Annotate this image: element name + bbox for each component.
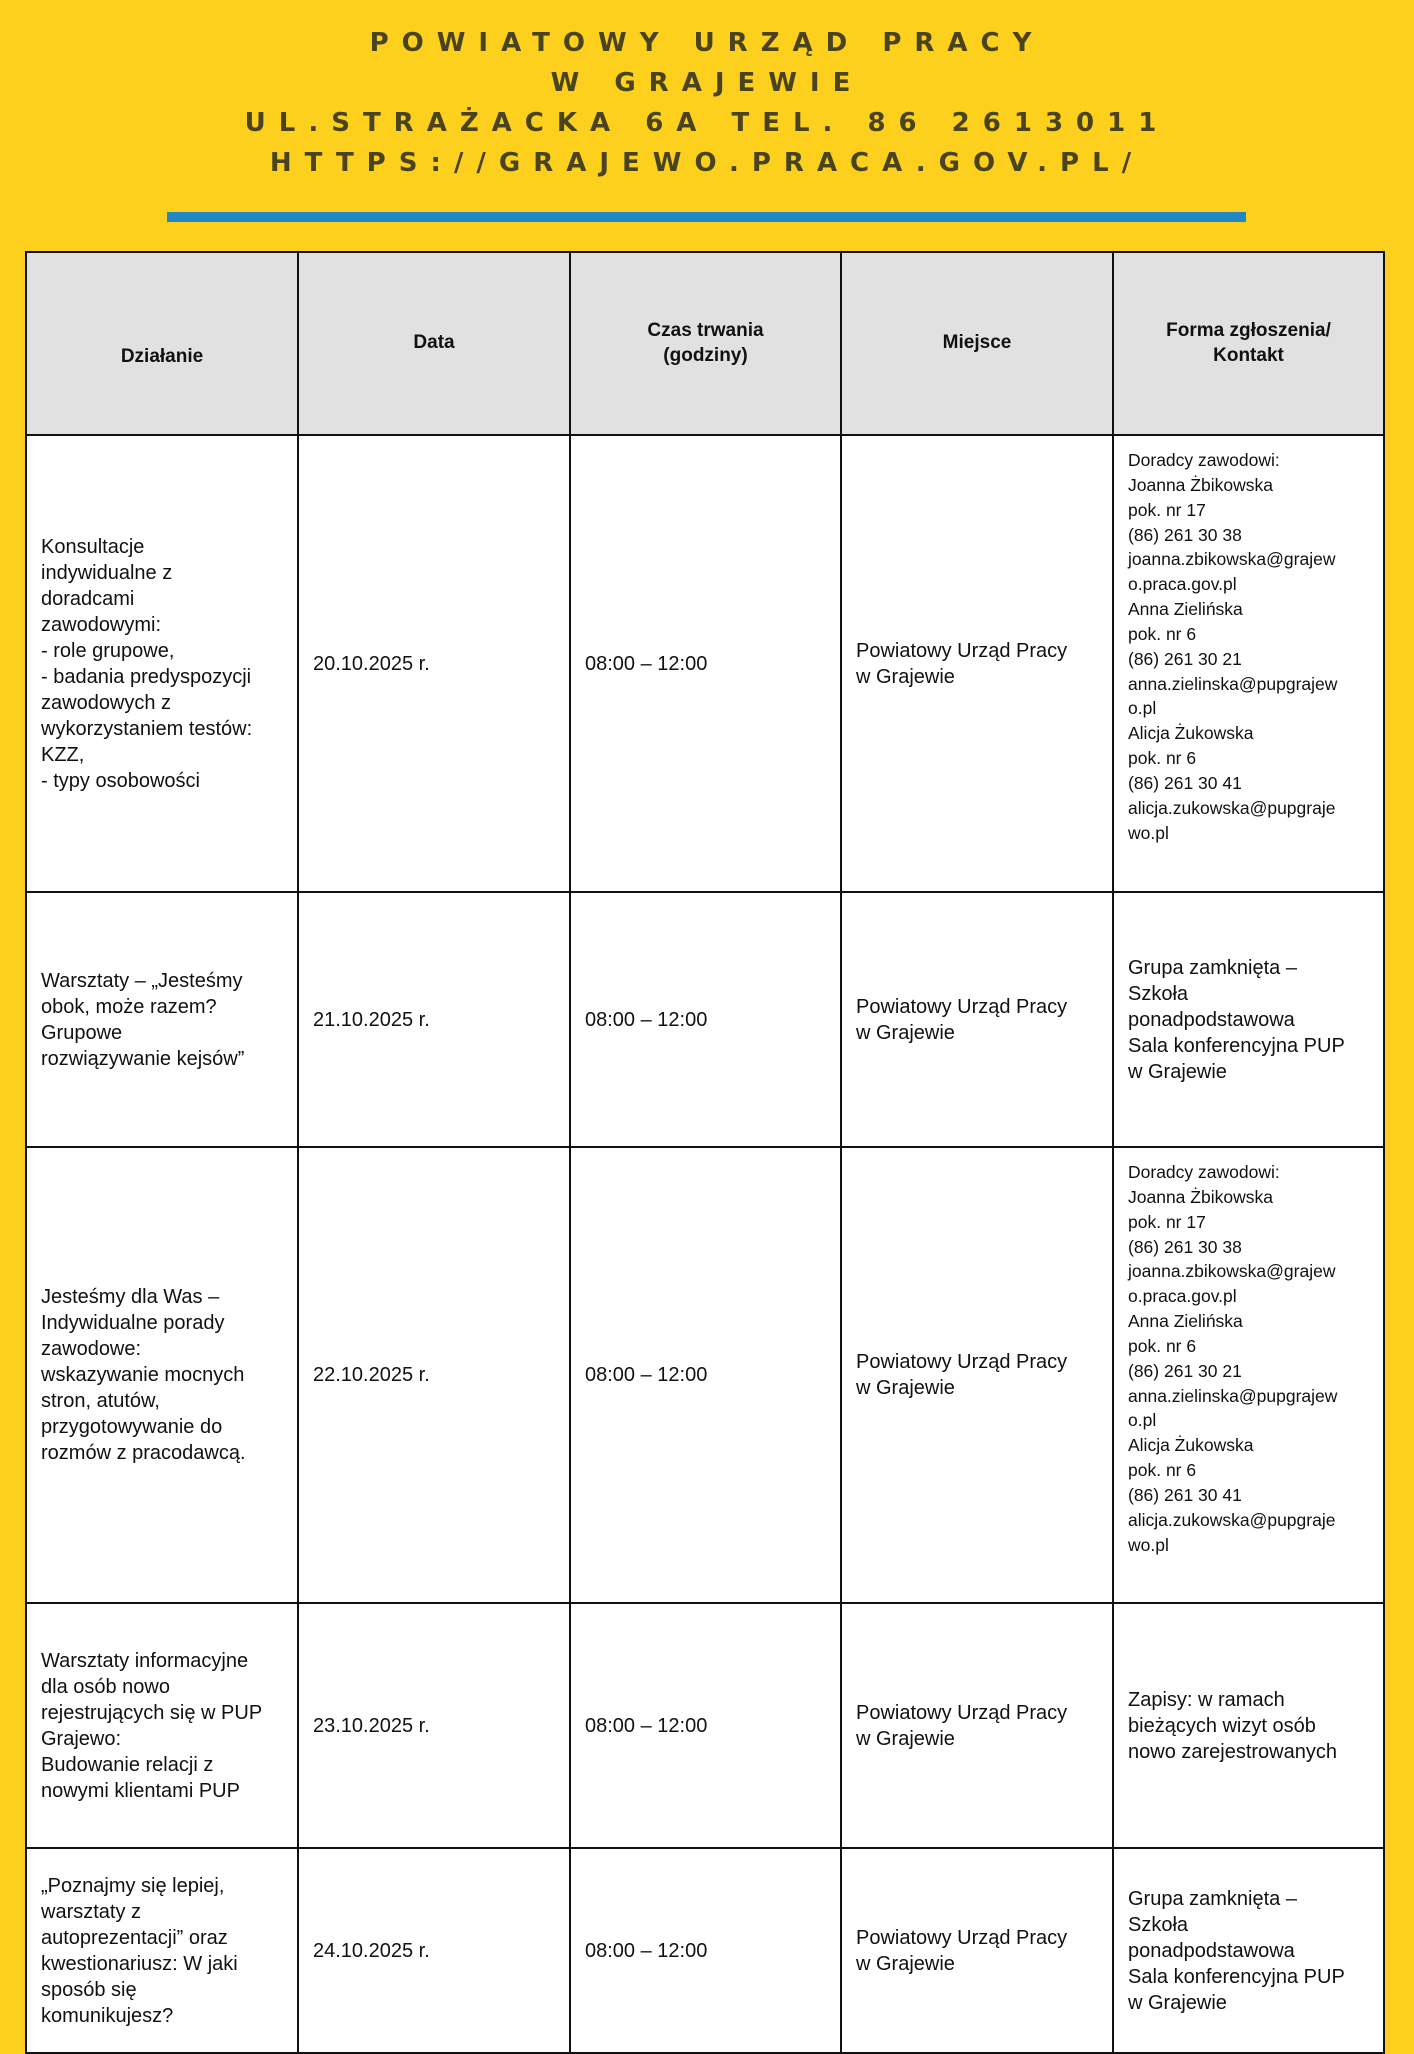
cell-kontakt: Grupa zamknięta – Szkoła ponadpodstawowa… <box>1112 891 1385 1148</box>
cell-miejsce: Powiatowy Urząd Pracy w Grajewie <box>840 891 1114 1148</box>
cell-kontakt: Doradcy zawodowi: Joanna Żbikowska pok. … <box>1112 434 1385 893</box>
cell-data: 20.10.2025 r. <box>297 434 571 893</box>
header-line-2: W GRAJEWIE <box>550 68 864 98</box>
cell-dzialanie: Warsztaty – „Jesteśmy obok, może razem? … <box>25 891 299 1148</box>
header-line-4-url: HTTPS://GRAJEWO.PRACA.GOV.PL/ <box>269 148 1145 178</box>
cell-data: 22.10.2025 r. <box>297 1146 571 1604</box>
cell-miejsce: Powiatowy Urząd Pracy w Grajewie <box>840 1847 1114 2054</box>
cell-czas: 08:00 – 12:00 <box>569 1146 842 1604</box>
cell-czas: 08:00 – 12:00 <box>569 1602 842 1849</box>
cell-kontakt: Zapisy: w ramach bieżących wizyt osób no… <box>1112 1602 1385 1849</box>
cell-data: 21.10.2025 r. <box>297 891 571 1148</box>
cell-czas: 08:00 – 12:00 <box>569 891 842 1148</box>
col-header-data: Data <box>297 251 571 436</box>
table-header-row: Działanie Data Czas trwania (godziny) Mi… <box>25 251 1385 436</box>
table-row: Warsztaty informacyjne dla osób nowo rej… <box>25 1602 1385 1849</box>
header-line-1: POWIATOWY URZĄD PRACY <box>369 28 1045 58</box>
cell-miejsce: Powiatowy Urząd Pracy w Grajewie <box>840 1146 1114 1604</box>
header-line-3: UL.STRAŻACKA 6A TEL. 86 2613011 <box>244 108 1170 138</box>
cell-kontakt: Doradcy zawodowi: Joanna Żbikowska pok. … <box>1112 1146 1385 1604</box>
table-row: Warsztaty – „Jesteśmy obok, może razem? … <box>25 891 1385 1148</box>
table-row: Konsultacje indywidualne z doradcami zaw… <box>25 434 1385 893</box>
cell-miejsce: Powiatowy Urząd Pracy w Grajewie <box>840 1602 1114 1849</box>
cell-czas: 08:00 – 12:00 <box>569 434 842 893</box>
blue-divider <box>167 212 1246 222</box>
schedule-table: Działanie Data Czas trwania (godziny) Mi… <box>25 251 1385 2054</box>
table-row: „Poznajmy się lepiej, warsztaty z autopr… <box>25 1847 1385 2054</box>
cell-dzialanie: Konsultacje indywidualne z doradcami zaw… <box>25 434 299 893</box>
col-header-czas: Czas trwania (godziny) <box>569 251 842 436</box>
cell-dzialanie: Jesteśmy dla Was – Indywidualne porady z… <box>25 1146 299 1604</box>
table-row: Jesteśmy dla Was – Indywidualne porady z… <box>25 1146 1385 1604</box>
cell-kontakt: Grupa zamknięta – Szkoła ponadpodstawowa… <box>1112 1847 1385 2054</box>
col-header-dzialanie: Działanie <box>25 251 299 436</box>
cell-dzialanie: „Poznajmy się lepiej, warsztaty z autopr… <box>25 1847 299 2054</box>
cell-miejsce: Powiatowy Urząd Pracy w Grajewie <box>840 434 1114 893</box>
col-header-miejsce: Miejsce <box>840 251 1114 436</box>
cell-data: 23.10.2025 r. <box>297 1602 571 1849</box>
col-header-kontakt: Forma zgłoszenia/ Kontakt <box>1112 251 1385 436</box>
cell-dzialanie: Warsztaty informacyjne dla osób nowo rej… <box>25 1602 299 1849</box>
cell-czas: 08:00 – 12:00 <box>569 1847 842 2054</box>
cell-data: 24.10.2025 r. <box>297 1847 571 2054</box>
